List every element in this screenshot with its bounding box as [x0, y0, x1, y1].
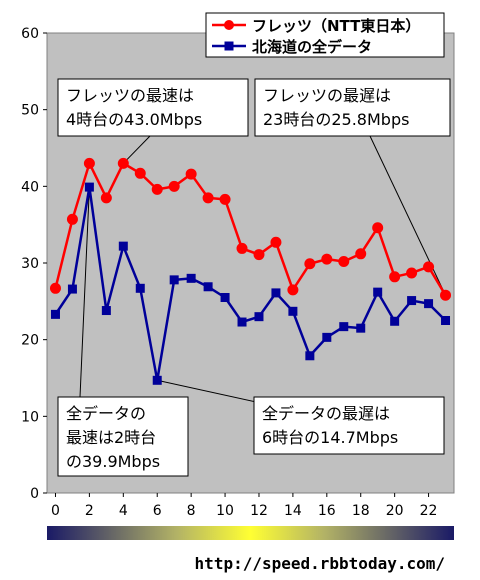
data-point-flets: [202, 192, 214, 204]
data-point-hokkaido-all: [67, 284, 77, 294]
x-tick-label: 20: [386, 503, 404, 519]
data-point-flets: [117, 157, 129, 169]
data-point-flets: [423, 261, 435, 273]
y-tick-label: 0: [30, 486, 39, 502]
callout-text-line: の39.9Mbps: [66, 452, 160, 471]
callout-text-line: 最速は2時台: [66, 428, 156, 447]
x-tick-label: 4: [119, 503, 128, 519]
data-point-flets: [389, 271, 401, 283]
data-point-hokkaido-all: [390, 316, 400, 326]
x-tick-label: 8: [187, 503, 196, 519]
data-point-hokkaido-all: [169, 275, 179, 285]
y-tick-label: 20: [21, 333, 39, 349]
legend: フレッツ（NTT東日本） 北海道の全データ: [205, 12, 445, 58]
callout-leader-line: [157, 379, 271, 406]
callout-box: [254, 78, 451, 137]
data-point-flets: [253, 249, 265, 261]
x-tick-label: 2: [85, 503, 94, 519]
data-point-flets: [321, 253, 333, 265]
series-layer: [49, 157, 452, 385]
series-line-hokkaido-all: [54, 185, 447, 382]
data-point-flets: [100, 192, 112, 204]
callout-text-line: 全データの最遅は: [262, 404, 390, 423]
data-point-flets: [168, 180, 180, 192]
data-point-hokkaido-all: [424, 299, 434, 309]
data-point-hokkaido-all: [373, 287, 383, 297]
data-point-hokkaido-all: [441, 316, 451, 325]
data-point-hokkaido-all: [322, 332, 332, 342]
x-tick-label: 16: [318, 503, 336, 519]
callout-text-line: 4時台の43.0Mbps: [66, 110, 202, 129]
x-tick-label: 14: [284, 503, 302, 519]
data-point-flets: [185, 168, 197, 180]
data-point-hokkaido-all: [305, 351, 315, 361]
data-point-hokkaido-all: [152, 375, 162, 385]
legend-box: [205, 12, 445, 58]
time-of-day-gradient-bar: [47, 526, 454, 540]
x-tick-label: 10: [216, 503, 234, 519]
data-point-hokkaido-all: [339, 322, 349, 332]
callout-box: [57, 78, 249, 137]
data-point-flets: [304, 258, 316, 270]
callout-leader-line: [122, 135, 151, 164]
callout-box: [253, 396, 445, 455]
data-point-flets: [440, 289, 452, 301]
data-point-flets: [270, 236, 282, 248]
legend-marker-square: [224, 41, 234, 51]
data-point-flets: [372, 222, 384, 234]
y-tick-label: 10: [21, 409, 39, 425]
x-axis: 0 2 4 6 8 10 12 14 16 18 20 22: [51, 493, 437, 519]
data-point-hokkaido-all: [135, 283, 145, 293]
data-point-hokkaido-all: [407, 296, 417, 306]
data-point-flets: [151, 183, 163, 195]
data-point-flets: [287, 284, 299, 296]
y-tick-label: 60: [21, 26, 39, 42]
x-tick-label: 0: [51, 503, 60, 519]
data-point-flets: [338, 255, 350, 267]
legend-marker-circle: [224, 20, 234, 30]
x-tick-label: 12: [250, 503, 268, 519]
data-point-flets: [406, 267, 418, 279]
data-point-hokkaido-all: [271, 288, 281, 298]
x-tick-label: 18: [352, 503, 370, 519]
data-point-hokkaido-all: [288, 306, 298, 316]
data-point-hokkaido-all: [101, 306, 111, 316]
data-point-flets: [49, 282, 61, 294]
callouts: フレッツの最速は 4時台の43.0Mbps フレッツの最遅は 23時台の25.8Mbp…: [57, 78, 451, 477]
y-tick-label: 40: [21, 179, 39, 195]
source-url: http://speed.rbbtoday.com/: [195, 554, 445, 573]
y-tick-label: 50: [21, 103, 39, 119]
callout-text-line: フレッツの最速は: [66, 86, 194, 105]
data-point-hokkaido-all: [356, 323, 366, 333]
legend-entry-label: 北海道の全データ: [252, 38, 372, 56]
data-point-flets: [134, 167, 146, 179]
data-point-flets: [355, 248, 367, 260]
x-tick-label: 6: [153, 503, 162, 519]
x-tick-label: 22: [420, 503, 438, 519]
y-axis: 0 10 20 30 40 50 60: [21, 26, 47, 502]
data-point-flets: [83, 157, 95, 169]
callout-text-line: 6時台の14.7Mbps: [262, 428, 398, 447]
data-point-flets: [66, 213, 78, 225]
callout-text-line: フレッツの最遅は: [263, 86, 391, 105]
data-point-hokkaido-all: [220, 293, 230, 302]
y-tick-label: 30: [21, 256, 39, 272]
series-line-flets: [54, 162, 447, 296]
callout-text-line: 全データの: [66, 404, 146, 423]
legend-entry-label: フレッツ（NTT東日本）: [252, 17, 420, 35]
data-point-hokkaido-all: [50, 309, 60, 319]
data-point-hokkaido-all: [203, 282, 213, 292]
callout-text-line: 23時台の25.8Mbps: [263, 110, 409, 129]
data-point-hokkaido-all: [237, 317, 247, 327]
data-point-hokkaido-all: [84, 182, 94, 192]
data-point-hokkaido-all: [254, 312, 264, 322]
data-point-flets: [236, 242, 248, 254]
callout-leader-line: [79, 187, 90, 398]
data-point-hokkaido-all: [186, 273, 196, 283]
data-point-hokkaido-all: [118, 241, 128, 251]
callout-box: [57, 396, 189, 477]
data-point-flets: [219, 193, 231, 205]
